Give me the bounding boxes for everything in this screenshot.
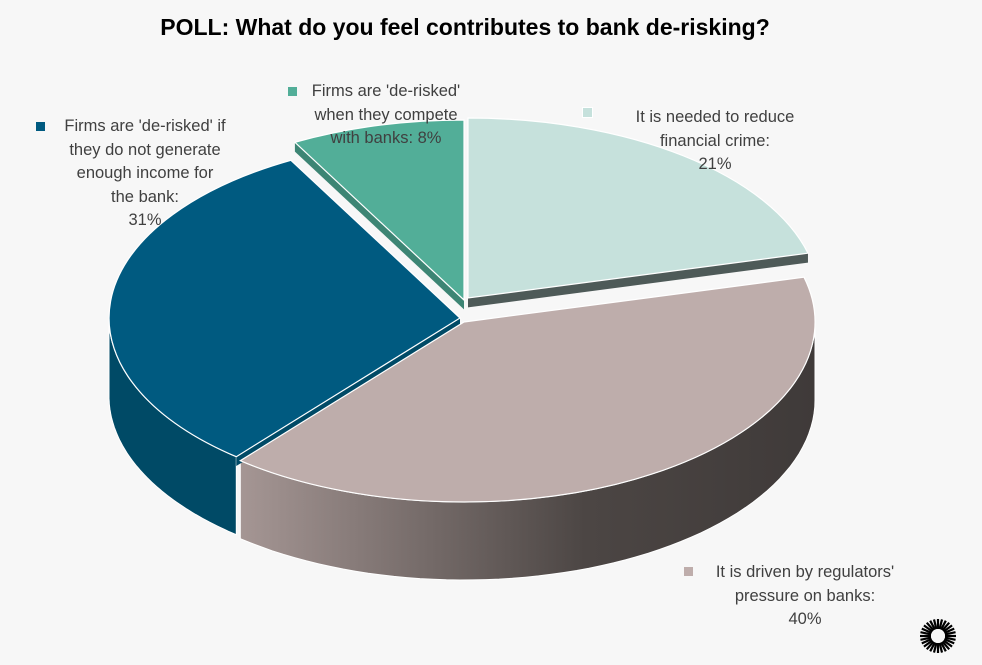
logo-ray <box>921 638 933 645</box>
chart-title: POLL: What do you feel contributes to ba… <box>160 14 770 40</box>
slice-value-1: 40% <box>788 610 822 628</box>
slice-edge-3-0 <box>294 142 464 310</box>
slice-label-text-1: It is driven by regulators' pressure on … <box>715 563 895 605</box>
logo-ray <box>921 627 933 634</box>
logo-ray <box>925 640 935 651</box>
pie-slice-1 <box>238 276 816 503</box>
slice-label-text-2: Firms are 'de-risked' if they do not gen… <box>64 117 226 206</box>
legend-marker-1 <box>684 567 693 576</box>
logo-ray <box>940 620 947 631</box>
logo-ray <box>940 641 947 652</box>
logo-ray <box>942 639 953 648</box>
sunburst-logo-icon <box>920 619 956 653</box>
logo-ray <box>925 621 935 632</box>
slice-value-2: 31% <box>128 211 162 229</box>
slice-label-text-0: It is needed to reduce financial crime: <box>635 108 795 150</box>
logo-ray <box>929 620 936 631</box>
logo-ray <box>938 642 944 653</box>
slice-label-text-3: Firms are 'de-risked' when they compete … <box>311 82 461 147</box>
logo-ray <box>941 640 951 651</box>
logo-ray <box>938 619 944 630</box>
logo-ray <box>942 624 953 633</box>
legend-marker-2 <box>36 122 45 131</box>
slice-label-0: It is needed to reduce financial crime: … <box>582 106 830 177</box>
slice-label-1: It is driven by regulators' pressure on … <box>684 561 908 632</box>
slice-value-0: 21% <box>698 155 732 173</box>
logo-ray <box>929 641 936 652</box>
logo-ray <box>932 642 938 653</box>
legend-marker-3 <box>288 87 297 96</box>
pie-slice-3 <box>293 119 465 302</box>
logo-ray <box>944 631 956 636</box>
slice-label-2: Firms are 'de-risked' if they do not gen… <box>36 115 240 233</box>
logo-ray <box>920 636 932 641</box>
slice-label-3: Firms are 'de-risked' when they compete … <box>288 80 476 151</box>
logo-ray <box>932 619 938 630</box>
logo-ray <box>941 621 951 632</box>
logo-ray <box>943 638 955 645</box>
slice-edge-0-1 <box>468 253 808 308</box>
legend-marker-0 <box>582 107 593 118</box>
logo-ray <box>943 627 955 634</box>
logo-ray <box>920 631 932 636</box>
logo-ray <box>944 636 956 641</box>
logo-ray <box>923 639 934 648</box>
logo-ray <box>923 624 934 633</box>
pie-slice-2 <box>108 159 461 458</box>
pie-slice-0 <box>467 117 809 299</box>
